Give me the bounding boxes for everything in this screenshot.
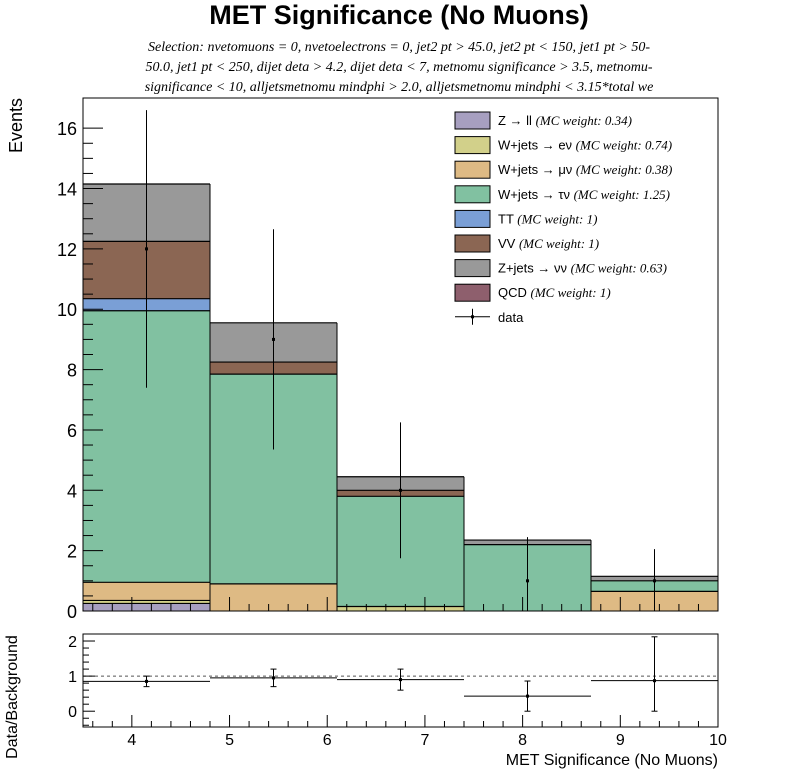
main-y-axis: 0 2 4 6 8 10 12 14 16 — [57, 119, 719, 622]
legend-swatch — [454, 136, 491, 155]
x-tick-label: 4 — [127, 732, 136, 749]
legend-weight: (MC weight: 1) — [517, 211, 597, 226]
ratio-point — [272, 676, 275, 680]
legend-label: QCD (MC weight: 1) — [498, 285, 611, 300]
x-tick-label: 8 — [518, 732, 527, 749]
ratio-y-tick-label: 1 — [68, 669, 77, 686]
legend-label: VV (MC weight: 1) — [498, 236, 599, 251]
bar-segment — [210, 583, 337, 611]
legend-label: Z → ll (MC weight: 0.34) — [498, 113, 632, 128]
legend-swatch — [454, 111, 491, 130]
y-tick-label: 8 — [67, 361, 77, 381]
legend-swatch — [454, 209, 491, 228]
y-tick-label: 0 — [67, 602, 77, 622]
y-tick-label: 4 — [67, 481, 77, 501]
legend-label: Z+jets → νν (MC weight: 0.63) — [498, 261, 667, 276]
legend-label: data — [498, 310, 524, 325]
legend-weight: (MC weight: 1) — [519, 236, 599, 251]
x-tick-label: 5 — [225, 732, 234, 749]
legend-swatch — [454, 234, 491, 253]
data-point — [272, 337, 275, 341]
selection-line: Selection: nvetomuons = 0, nvetoelectron… — [147, 40, 650, 55]
legend-label: W+jets → μν (MC weight: 0.38) — [498, 162, 672, 177]
ratio-y-tick-label: 2 — [68, 634, 77, 651]
legend-label: W+jets → τν (MC weight: 1.25) — [498, 187, 670, 202]
selection-line: significance < 10, alljetsmetnomu mindph… — [144, 80, 654, 95]
legend-label: W+jets → eν (MC weight: 0.74) — [498, 138, 672, 153]
legend-weight: (MC weight: 1) — [531, 285, 611, 300]
x-tick-label: 9 — [616, 732, 625, 749]
data-points — [145, 110, 656, 611]
x-tick-label: 7 — [420, 732, 429, 749]
y-tick-label: 6 — [67, 421, 77, 441]
y-tick-label: 2 — [67, 542, 77, 562]
legend-weight: (MC weight: 0.63) — [571, 261, 667, 276]
selection-line: 50.0, jet1 pt < 250, dijet deta > 4.2, d… — [145, 60, 653, 75]
ratio-point — [145, 679, 148, 683]
ratio-axes: 0 1 2 4 5 6 7 8 9 10 — [68, 633, 727, 749]
data-point — [653, 579, 656, 583]
y-tick-label: 12 — [57, 240, 77, 260]
legend-data-marker — [471, 315, 474, 319]
legend-swatch — [454, 283, 491, 302]
y-tick-label: 10 — [57, 300, 77, 320]
ratio-points — [83, 636, 718, 712]
main-y-axis-label: Events — [6, 98, 26, 153]
legend-swatch — [454, 185, 491, 204]
ratio-y-tick-label: 0 — [68, 704, 77, 721]
bar-segment — [83, 603, 210, 611]
legend-weight: (MC weight: 0.74) — [576, 138, 672, 153]
bar-segment — [83, 600, 210, 604]
legend-weight: (MC weight: 1.25) — [574, 187, 670, 202]
y-tick-label: 16 — [57, 119, 77, 139]
bar-segment — [83, 582, 210, 601]
chart-title: MET Significance (No Muons) — [209, 0, 589, 30]
x-tick-label: 6 — [323, 732, 332, 749]
x-axis-label: MET Significance (No Muons) — [506, 752, 718, 769]
legend-label: TT (MC weight: 1) — [498, 211, 597, 226]
legend-weight: (MC weight: 0.38) — [576, 162, 672, 177]
ratio-y-axis-label: Data/Background — [4, 635, 21, 759]
legend-swatch — [454, 160, 491, 179]
ratio-point — [653, 679, 656, 683]
legend-swatch — [454, 259, 491, 278]
data-point — [526, 579, 529, 583]
legend-weight: (MC weight: 0.34) — [536, 113, 632, 128]
x-tick-label: 10 — [709, 732, 727, 749]
ratio-point — [526, 694, 529, 698]
selection-subtitle: Selection: nvetomuons = 0, nvetoelectron… — [95, 38, 703, 98]
data-point — [145, 247, 148, 251]
bar-segment — [337, 606, 464, 611]
ratio-point — [399, 678, 402, 682]
data-point — [399, 488, 402, 492]
y-tick-label: 14 — [57, 180, 77, 200]
legend: Z → ll (MC weight: 0.34) W+jets → eν (MC … — [454, 111, 672, 325]
